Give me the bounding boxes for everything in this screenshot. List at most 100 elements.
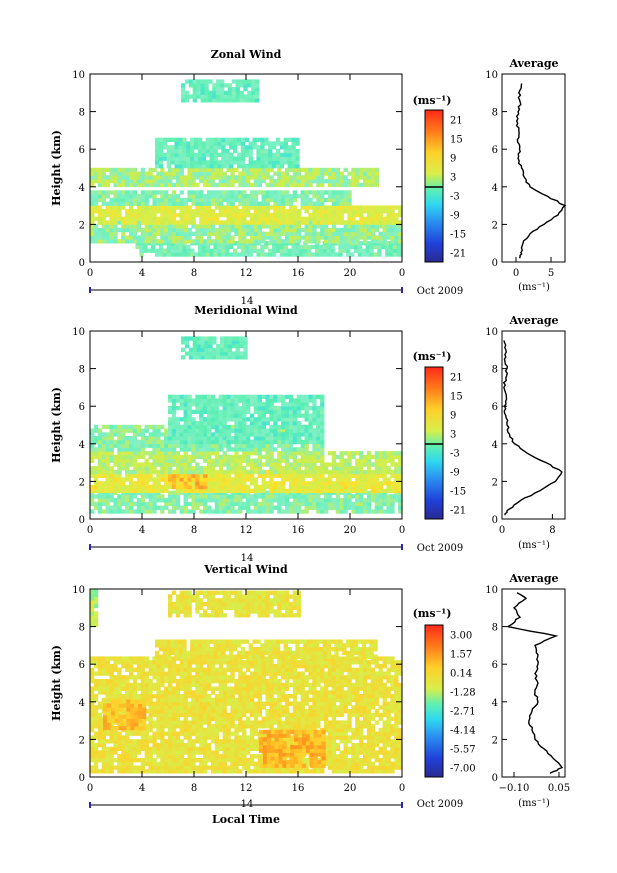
heatmap-cell (281, 212, 286, 218)
heatmap-cell (160, 454, 165, 460)
heatmap-cell (246, 436, 251, 441)
heatmap-cell (171, 409, 177, 414)
heatmap-cell (139, 244, 144, 250)
heatmap-cell (222, 477, 227, 482)
heatmap-cell (300, 197, 305, 203)
heatmap-cell (184, 340, 190, 345)
heatmap-cell (292, 209, 298, 214)
heatmap-cell (347, 750, 352, 755)
heatmap-cell (199, 765, 204, 770)
heatmap-cell (351, 761, 356, 766)
heatmap-cell (144, 484, 149, 490)
heatmap-cell (125, 494, 130, 499)
heatmap-cell (210, 171, 216, 176)
heatmap-cell (186, 160, 191, 165)
heatmap-cell (187, 509, 192, 514)
heatmap-cell (312, 494, 317, 499)
heatmap-cell (386, 488, 391, 493)
heatmap-cell (109, 765, 114, 770)
heatmap-cell (386, 451, 391, 456)
heatmap-cell (246, 451, 251, 456)
heatmap-cell (312, 421, 317, 426)
heatmap-cell (171, 769, 177, 774)
heatmap-cell (253, 765, 259, 770)
heatmap-cell (218, 201, 223, 206)
heatmap-cell (295, 141, 300, 146)
heatmap-cell (226, 209, 231, 214)
heatmap-cell (351, 746, 356, 751)
heatmap-cell (105, 477, 110, 482)
heatmap-cell (144, 201, 149, 206)
heatmap-cell (136, 477, 142, 482)
heatmap-cell (235, 340, 240, 345)
heatmap-cell (382, 458, 387, 463)
heatmap-cell (386, 750, 391, 755)
heatmap-cell (273, 469, 278, 475)
heatmap-cell (251, 90, 256, 95)
heatmap-cell (398, 765, 402, 770)
heatmap-cell (347, 488, 352, 493)
heatmap-cell (220, 336, 225, 341)
heatmap-cell (218, 175, 223, 180)
heatmap-cell (105, 454, 110, 460)
heatmap-cell (300, 216, 305, 221)
heatmap-cell (253, 439, 259, 445)
heatmap-cell (164, 447, 169, 452)
heatmap-cell (164, 443, 169, 448)
heatmap-cell (214, 167, 220, 173)
heatmap-cell (144, 451, 149, 456)
heatmap-cell (253, 235, 259, 240)
heatmap-cell (281, 509, 286, 514)
heatmap-cell (132, 432, 138, 437)
heatmap-cell (101, 750, 106, 755)
heatmap-cell (246, 205, 251, 210)
heatmap-cell (281, 197, 286, 203)
heatmap-cell (136, 484, 142, 490)
heatmap-cell (179, 447, 184, 452)
heatmap-cell (117, 436, 122, 441)
heatmap-cell (222, 421, 227, 426)
heatmap-cell (218, 477, 223, 482)
heatmap-cell (191, 447, 196, 452)
heatmap-cell (288, 417, 294, 422)
heatmap-cell (105, 179, 110, 184)
heatmap-cell (148, 761, 153, 766)
heatmap-cell (207, 209, 212, 214)
heatmap-cell (246, 488, 251, 493)
heatmap-cell (191, 509, 196, 514)
heatmap-cell (152, 432, 157, 437)
heatmap-cell (281, 432, 286, 437)
heatmap-cell (200, 351, 205, 356)
heatmap-cell (394, 739, 399, 744)
heatmap-cell (316, 409, 321, 414)
heatmap-cell (253, 466, 259, 471)
heatmap-cell (281, 488, 286, 493)
heatmap-cell (235, 83, 240, 88)
heatmap-cell (109, 212, 114, 218)
heatmap-cell (363, 454, 368, 460)
heatmap-cell (359, 175, 364, 180)
heatmap-cell (255, 98, 260, 103)
heatmap-cell (253, 421, 259, 426)
heatmap-cell (195, 409, 200, 414)
heatmap-cell (381, 244, 386, 250)
heatmap-cell (129, 227, 134, 233)
heatmap-cell (296, 447, 301, 452)
heatmap-cell (132, 501, 138, 507)
heatmap-cell (261, 769, 266, 774)
heatmap-cell (281, 179, 286, 184)
heatmap-cell (300, 451, 305, 456)
heatmap-cell (347, 216, 352, 221)
heatmap-cell (327, 227, 333, 233)
heatmap-cell (170, 152, 175, 157)
heatmap-cell (285, 439, 290, 445)
heatmap-cell (191, 754, 196, 759)
heatmap-cell (374, 488, 379, 493)
heatmap-cell (168, 171, 173, 176)
heatmap-cell (320, 231, 325, 236)
heatmap-cell (191, 505, 196, 510)
heatmap-cell (179, 466, 184, 471)
heatmap-cell (359, 216, 364, 221)
heatmap-cell (179, 171, 184, 176)
